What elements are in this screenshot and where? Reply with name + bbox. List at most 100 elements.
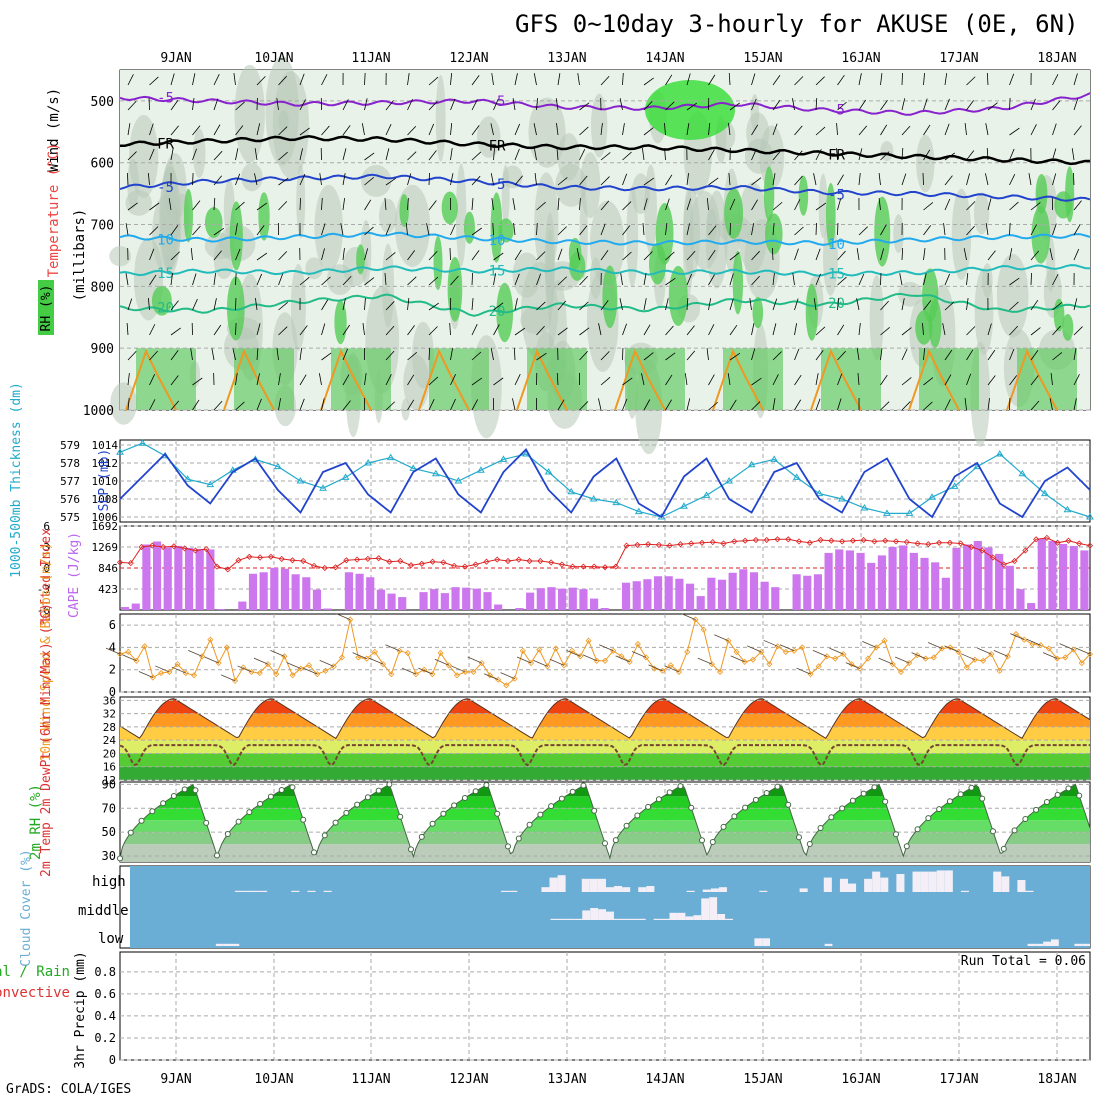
rh-point-88	[1065, 785, 1072, 792]
wind-barb-5-25	[665, 198, 670, 211]
li-point-70	[871, 538, 878, 545]
wind-sfc-barb-90	[845, 662, 860, 669]
rh-blob-green-28	[204, 207, 223, 238]
wind-barb-8-0	[125, 273, 129, 286]
pcp-ytick-2: 0.4	[94, 1009, 116, 1023]
wind-barb-12-8	[299, 374, 307, 386]
wind-barb-6-27	[708, 225, 717, 236]
wind-barb-7-29	[751, 250, 760, 261]
tmp-ytick-2: 20	[103, 747, 116, 760]
wind-ytick-1: 2	[109, 663, 116, 677]
rh-panel: 30 50 70 90	[102, 777, 1091, 863]
wind-barb-6-19	[536, 223, 538, 236]
cape-bar-29	[430, 589, 439, 610]
wind-barb-11-40	[987, 349, 996, 361]
cape-ylabel-right: CAPE (J/kg)	[67, 532, 82, 618]
thickness-point-39	[995, 450, 1004, 457]
cloud-middle-bar-72	[701, 898, 710, 920]
wind-barb-9-20	[557, 300, 567, 311]
wind-barb-1-38	[944, 98, 950, 111]
li-point-0	[116, 559, 124, 566]
li-point-29	[429, 558, 436, 565]
rh-point-79	[968, 784, 975, 791]
wind-barb-2-24	[643, 127, 654, 136]
isotherm-label-10-0: 10	[157, 233, 174, 249]
thickness-point-19	[544, 468, 553, 475]
wind-point-25	[322, 667, 329, 674]
wind-barb-13-38	[944, 399, 951, 411]
wind-sfc-barb-80	[763, 639, 778, 647]
wind-barb-11-3	[190, 348, 193, 361]
li-point-10	[224, 566, 231, 573]
wind-barb-13-44	[1073, 398, 1077, 411]
wind-barb-3-43	[1052, 148, 1057, 161]
rh-blob-gray-114	[234, 64, 265, 163]
wind-barb-1-34	[858, 99, 867, 111]
wind-barb-1-30	[772, 100, 781, 111]
rh-ytick-3: 90	[102, 777, 116, 791]
wind-barb-6-39	[966, 225, 975, 236]
rh-point-84	[1022, 816, 1029, 823]
wind-barb-4-30	[772, 173, 776, 186]
rh-blob-gray-45	[528, 97, 566, 168]
isotherm-label-freezing-0: FR	[157, 136, 174, 152]
rh-point-40	[548, 803, 555, 810]
wind-point-37	[421, 666, 428, 673]
temp-sfc-line-2	[320, 348, 372, 411]
isotherm-20	[119, 292, 1091, 317]
rh-point-42	[569, 788, 576, 795]
cape-bar-3	[152, 541, 162, 610]
wind-barb-11-22	[600, 351, 610, 361]
wind-barb-2-14	[428, 123, 435, 136]
cloud-high-bar-107	[993, 871, 1002, 892]
wind-barb-13-33	[837, 398, 842, 411]
wind-barb-0-11	[364, 72, 366, 86]
wind-barb-6-0	[125, 223, 129, 236]
wind-sfc-barb-14	[220, 674, 236, 682]
wind-barb-3-38	[944, 152, 955, 161]
wind-barb-13-0	[127, 398, 130, 411]
wind-barb-0-7	[278, 75, 287, 86]
rh-point-24	[375, 787, 382, 794]
rh-blob-green-32	[763, 166, 775, 222]
cloud-high-bar-64	[646, 886, 655, 892]
wind-barb-12-42	[1030, 375, 1039, 386]
thickness-point-16	[477, 466, 485, 473]
ua-ytick-5: 1000	[83, 404, 114, 419]
thickness-point-9	[319, 484, 327, 491]
wind-barb-10-15	[449, 323, 451, 336]
li-point-47	[623, 542, 630, 549]
wind-barb-7-14	[428, 250, 438, 261]
wind-barb-5-19	[536, 201, 546, 211]
rh-blob-gray-49	[744, 138, 774, 174]
rh-point-86	[1043, 798, 1050, 805]
cloud-high-bar-88	[839, 878, 848, 892]
rh-blob-gray-84	[265, 56, 299, 166]
wind-barb-0-36	[901, 72, 903, 86]
wind-barb-2-32	[815, 126, 826, 136]
wind-point-19	[273, 671, 280, 678]
wind-barb-9-9	[321, 299, 329, 311]
wind-barb-12-34	[857, 373, 860, 386]
wind-barb-13-20	[557, 399, 565, 411]
wind-barb-7-31	[794, 248, 799, 261]
wind-barb-5-7	[278, 201, 288, 211]
cloud-middle-bar-58	[590, 908, 599, 920]
wind-barb-6-38	[943, 223, 946, 236]
wind-barb-6-44	[1073, 224, 1081, 236]
thk-ytick-right-0: 1006	[92, 511, 119, 524]
wind-barb-7-42	[1030, 250, 1040, 261]
rh-point-8	[203, 819, 210, 826]
wind-point-11	[207, 636, 214, 643]
wind-barb-7-23	[622, 251, 632, 261]
cloud-high-bar-93	[880, 877, 889, 892]
wind-barb-4-14	[428, 172, 430, 186]
wind-barb-4-38	[944, 175, 953, 186]
wind-barb-13-35	[880, 401, 890, 411]
wind-barb-3-36	[901, 148, 904, 161]
temp-sfc-line-6	[712, 348, 764, 411]
cloud-high-bar-69	[686, 890, 695, 892]
xtick-top-7: 16JAN	[841, 51, 880, 66]
rh-blob-gray-13	[241, 163, 263, 192]
thickness-line	[119, 442, 1091, 518]
